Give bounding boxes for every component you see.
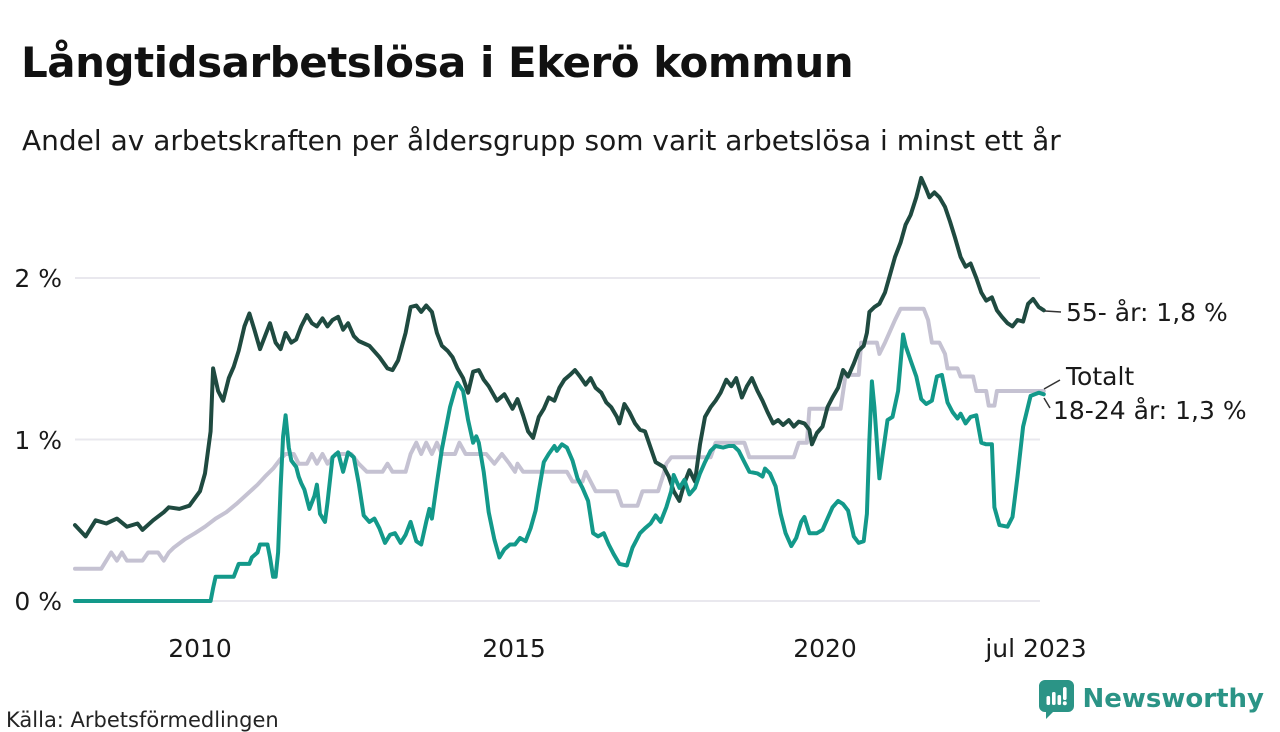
end-label-totalt: Totalt bbox=[1065, 362, 1134, 391]
series-line-18-24 bbox=[73, 332, 1046, 603]
y-tick-2: 2 % bbox=[14, 264, 62, 293]
chart-subtitle: Andel av arbetskraften per åldersgrupp s… bbox=[22, 124, 1061, 157]
connector-totalt bbox=[1043, 379, 1061, 390]
x-tick-2015: 2015 bbox=[482, 634, 546, 663]
series-end-labels: 55- år: 1,8 % Totalt 18-24 år: 1,3 % bbox=[1053, 298, 1247, 425]
end-label-55: 55- år: 1,8 % bbox=[1066, 298, 1228, 327]
y-tick-0: 0 % bbox=[14, 587, 62, 616]
newsworthy-chart-bubble-icon bbox=[1038, 680, 1074, 719]
gridlines bbox=[75, 277, 1040, 602]
x-axis-labels: 2010 2015 2020 jul 2023 bbox=[168, 634, 1086, 663]
end-label-18-24: 18-24 år: 1,3 % bbox=[1053, 396, 1247, 425]
series-line-totalt bbox=[73, 306, 1046, 571]
label-connectors bbox=[1043, 310, 1062, 409]
brand-name: Newsworthy bbox=[1082, 684, 1264, 714]
connector-18-24 bbox=[1043, 397, 1051, 409]
series-lines bbox=[73, 175, 1046, 603]
x-tick-jul-2023: jul 2023 bbox=[984, 634, 1086, 663]
page-title: Långtidsarbetslösa i Ekerö kommun bbox=[21, 38, 854, 88]
x-tick-2010: 2010 bbox=[168, 634, 232, 663]
y-axis-labels: 0 % 1 % 2 % bbox=[14, 264, 62, 616]
connector-55 bbox=[1044, 310, 1062, 313]
y-tick-1: 1 % bbox=[14, 426, 62, 455]
branding: Newsworthy bbox=[1037, 679, 1264, 719]
series-line-55 bbox=[73, 175, 1046, 539]
x-tick-2020: 2020 bbox=[793, 634, 857, 663]
source-note: Källa: Arbetsförmedlingen bbox=[6, 708, 279, 732]
